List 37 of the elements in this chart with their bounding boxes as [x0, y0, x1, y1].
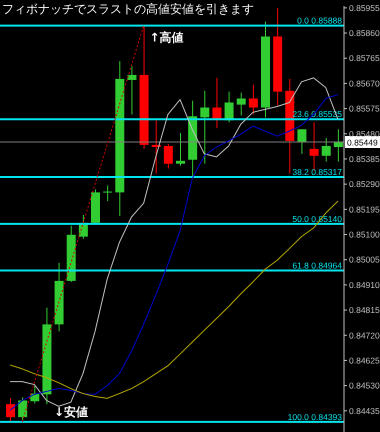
y-tick-label: 0.85765: [349, 53, 380, 64]
chart-title: フィボナッチでスラストの高値安値を引きます: [2, 1, 254, 18]
y-tick-label: 0.84625: [349, 355, 380, 366]
candlestick: [334, 128, 343, 162]
y-tick-label: 0.85860: [349, 28, 380, 38]
candlestick: [248, 84, 258, 115]
candlestick: [6, 398, 15, 422]
y-tick-label: 0.84435: [349, 406, 380, 416]
candlestick: [224, 91, 234, 123]
candlestick: [212, 77, 222, 129]
ref-line-label: 0.85449: [347, 137, 378, 148]
y-tick-label: 0.85670: [349, 78, 380, 88]
ref-line-label: 38.2 0.85317: [292, 166, 342, 177]
y-tick-label: 0.85100: [349, 230, 380, 240]
annotation: ↑高値: [150, 30, 184, 45]
y-tick-label: 0.84910: [349, 280, 380, 290]
ref-line-label: 100.0 0.84393: [288, 412, 342, 422]
y-tick-label: 0.85385: [349, 154, 380, 164]
y-tick-label: 0.85290: [349, 179, 380, 190]
y-tick-label: 0.85005: [349, 254, 380, 265]
y-tick-label: 0.84815: [349, 305, 380, 316]
candlestick: [297, 128, 306, 154]
candlestick: [164, 143, 173, 169]
ref-line-label: 0.0 0.85888: [297, 16, 342, 26]
candlestick: [322, 138, 331, 162]
y-tick-label: 0.84720: [349, 330, 380, 340]
annotation: ↓安値: [54, 404, 88, 419]
candlestick: [18, 396, 28, 421]
y-tick-label: 0.85195: [349, 204, 380, 214]
y-tick-label: 0.85575: [349, 104, 380, 114]
y-tick-label: 0.85955: [349, 2, 380, 13]
ref-line-label: 61.8 0.84964: [292, 260, 342, 271]
candlestick: [236, 92, 246, 116]
candlestick: [103, 184, 112, 202]
y-tick-label: 0.84530: [349, 380, 380, 391]
candlestick: [127, 66, 136, 115]
candlestick: [200, 90, 210, 164]
